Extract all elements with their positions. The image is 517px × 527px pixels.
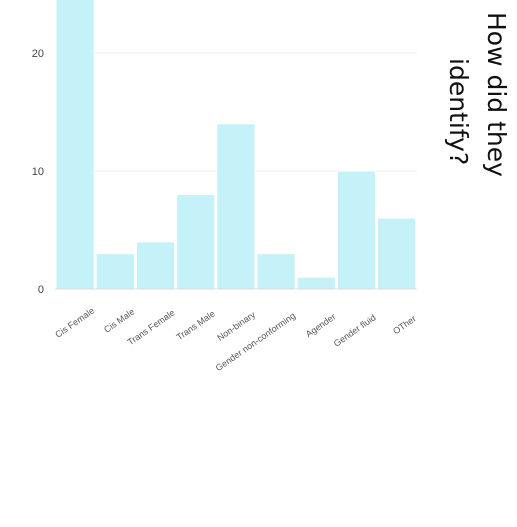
chart-title: How did they bbox=[482, 12, 511, 177]
bar bbox=[296, 276, 336, 290]
x-tick-label: OTher bbox=[391, 313, 418, 336]
y-tick-label: 10 bbox=[32, 166, 44, 178]
bar bbox=[256, 253, 296, 290]
x-tick-label: Gender non-conforming bbox=[214, 310, 298, 373]
y-tick-label: 20 bbox=[32, 48, 44, 60]
bar bbox=[135, 241, 176, 290]
x-tick-label: Cis Female bbox=[53, 305, 96, 339]
chart-title-2: identify? bbox=[444, 58, 473, 165]
bar bbox=[55, 0, 95, 290]
chart-title-line-2: identify? bbox=[444, 58, 473, 165]
bar bbox=[336, 170, 377, 290]
bar bbox=[377, 217, 417, 290]
x-tick-label: Cis Male bbox=[102, 306, 136, 334]
x-tick-label: Gender fluid bbox=[332, 312, 378, 348]
x-tick-label: Trans Male bbox=[175, 308, 217, 342]
bars bbox=[55, 0, 417, 290]
bar bbox=[95, 253, 135, 290]
bar bbox=[216, 123, 256, 290]
bar bbox=[176, 194, 216, 290]
y-tick-label: 0 bbox=[38, 284, 44, 296]
y-axis-ticks: 0 10 20 bbox=[32, 48, 44, 296]
chart-title-line-1: How did they bbox=[482, 12, 511, 177]
x-tick-label: Agender bbox=[304, 311, 338, 339]
